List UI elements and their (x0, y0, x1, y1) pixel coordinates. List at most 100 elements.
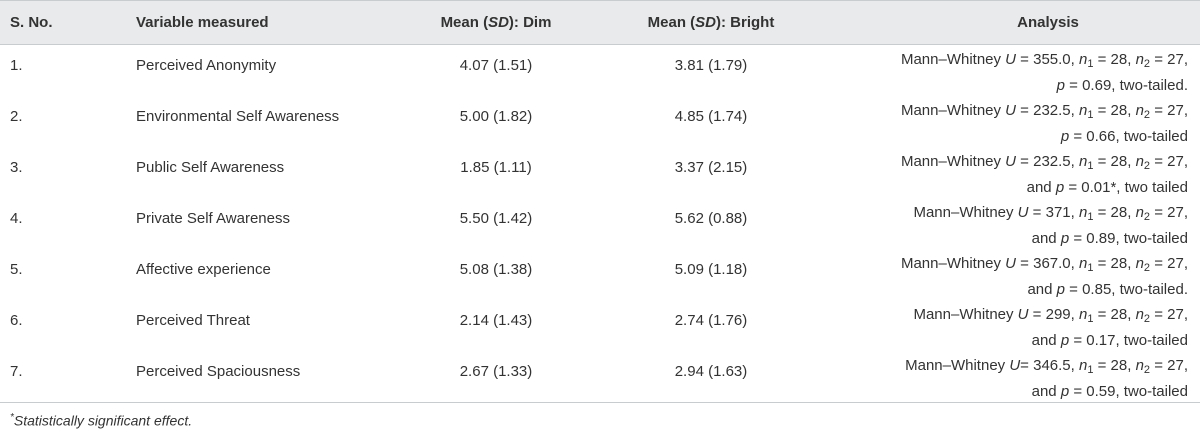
cell-mean-bright: 2.94 (1.63) (606, 351, 806, 403)
analysis-n1-sub: 1 (1087, 211, 1094, 223)
analysis-n1-value: = 28, (1093, 306, 1136, 323)
analysis-u-value: = 367.0, (1016, 255, 1079, 272)
analysis-n1-sub: 1 (1087, 160, 1094, 172)
analysis-n2-sub: 2 (1143, 313, 1151, 325)
analysis-n2-value: = 27, (1150, 357, 1188, 374)
header-mean-bright-suffix: ): Bright (716, 14, 775, 31)
analysis-line-2: and p = 0.85, two-tailed. (806, 279, 1188, 300)
cell-mean-bright: 2.74 (1.76) (674, 312, 748, 329)
cell-sno: 3. (10, 159, 23, 176)
analysis-p-value: = 0.59, two-tailed (1069, 383, 1188, 400)
analysis-test: Mann–Whitney (900, 51, 1006, 68)
table-row: 2. Environmental Self Awareness 5.00 (1.82… (0, 96, 1200, 147)
analysis-n1-value: = 28, (1093, 204, 1136, 221)
analysis-p-symbol: p (1055, 179, 1065, 196)
cell-mean-dim: 5.00 (1.82) (459, 108, 533, 125)
analysis-p-symbol: p (1060, 128, 1070, 145)
table-footnote: *Statistically significant effect. (0, 403, 1200, 429)
header-mean-dim: Mean (SD): Dim (366, 0, 606, 45)
analysis-p-value: = 0.69, two-tailed. (1065, 77, 1188, 94)
analysis-n1-symbol: n (1078, 51, 1088, 68)
table-header-row: S. No. Variable measured Mean (SD): Dim … (0, 0, 1200, 45)
analysis-n1-symbol: n (1078, 357, 1088, 374)
footnote-text: Statistically significant effect. (13, 412, 193, 429)
analysis-n1-value: = 28, (1093, 51, 1136, 68)
analysis-p-symbol: p (1060, 383, 1070, 400)
header-variable: Variable measured (126, 0, 366, 45)
analysis-n2-sub: 2 (1143, 262, 1151, 274)
analysis-n1-sub: 1 (1087, 313, 1094, 325)
analysis-n2-value: = 27, (1150, 153, 1188, 170)
analysis-line-2: and p = 0.01*, two tailed (806, 177, 1188, 198)
header-mean-dim-suffix: ): Dim (508, 14, 552, 31)
analysis-and: and (1031, 383, 1061, 400)
cell-mean-bright: 3.81 (1.79) (674, 57, 748, 74)
analysis-u-value: = 232.5, (1016, 102, 1079, 119)
analysis-line-1: Mann–Whitney U = 232.5, n1 = 28, n2 = 27… (806, 151, 1188, 177)
header-mean-bright: Mean (SD): Bright (606, 0, 806, 45)
cell-variable: Perceived Threat (136, 312, 250, 329)
analysis-n1-value: = 28, (1093, 357, 1136, 374)
cell-mean-dim: 1.85 (1.11) (460, 159, 532, 176)
cell-mean-dim: 4.07 (1.51) (459, 57, 533, 74)
analysis-u-symbol: U (1009, 357, 1021, 374)
cell-analysis: Mann–Whitney U = 232.5, n1 = 28, n2 = 27… (806, 147, 1200, 198)
analysis-u-value: = 371, (1028, 204, 1079, 221)
analysis-n2-sub: 2 (1143, 109, 1151, 121)
analysis-n2-value: = 27, (1150, 255, 1188, 272)
cell-sno: 1. (10, 57, 23, 74)
analysis-u-symbol: U (1005, 51, 1017, 68)
analysis-n2-sub: 2 (1143, 58, 1151, 70)
cell-mean-bright: 5.09 (1.18) (674, 261, 748, 278)
cell-variable: Affective experience (136, 261, 271, 278)
analysis-n1-sub: 1 (1087, 58, 1094, 70)
analysis-line-1: Mann–Whitney U = 371, n1 = 28, n2 = 27, (806, 202, 1188, 228)
analysis-n1-symbol: n (1078, 102, 1088, 119)
cell-analysis: Mann–Whitney U= 346.5, n1 = 28, n2 = 27,… (806, 351, 1200, 403)
analysis-u-symbol: U (1017, 306, 1029, 323)
analysis-n2-symbol: n (1135, 255, 1144, 272)
header-sno: S. No. (0, 0, 126, 45)
analysis-test: Mann–Whitney (900, 255, 1006, 272)
analysis-and: and (1031, 230, 1061, 247)
analysis-n2-sub: 2 (1143, 160, 1151, 172)
analysis-u-symbol: U (1005, 255, 1017, 272)
table-row: 5. Affective experience 5.08 (1.38) 5.09 (1… (0, 249, 1200, 300)
analysis-u-value: = 346.5, (1020, 357, 1079, 374)
analysis-n1-symbol: n (1078, 204, 1088, 221)
analysis-p-symbol: p (1056, 281, 1065, 298)
analysis-n1-value: = 28, (1093, 255, 1136, 272)
analysis-n2-symbol: n (1135, 204, 1144, 221)
analysis-and: and (1027, 281, 1057, 298)
cell-analysis: Mann–Whitney U = 232.5, n1 = 28, n2 = 27… (806, 96, 1200, 147)
cell-mean-dim: 2.67 (1.33) (366, 351, 606, 403)
cell-analysis: Mann–Whitney U = 299, n1 = 28, n2 = 27, a… (806, 300, 1200, 351)
analysis-n2-symbol: n (1135, 102, 1144, 119)
analysis-line-1: Mann–Whitney U = 232.5, n1 = 28, n2 = 27… (806, 100, 1188, 126)
cell-variable: Private Self Awareness (136, 210, 290, 227)
analysis-n2-sub: 2 (1143, 364, 1151, 376)
analysis-line-1: Mann–Whitney U = 355.0, n1 = 28, n2 = 27… (806, 49, 1188, 75)
analysis-n2-symbol: n (1135, 51, 1144, 68)
analysis-n1-symbol: n (1078, 255, 1088, 272)
analysis-p-symbol: p (1056, 77, 1065, 94)
analysis-test: Mann–Whitney (905, 357, 1010, 374)
cell-analysis: Mann–Whitney U = 355.0, n1 = 28, n2 = 27… (806, 45, 1200, 97)
cell-mean-bright: 3.37 (2.15) (674, 159, 748, 176)
analysis-n2-sub: 2 (1143, 211, 1151, 223)
table-row: 6. Perceived Threat 2.14 (1.43) 2.74 (1.76)… (0, 300, 1200, 351)
analysis-line-2: p = 0.66, two-tailed (806, 126, 1188, 147)
results-table: S. No. Variable measured Mean (SD): Dim … (0, 0, 1200, 403)
analysis-n1-sub: 1 (1087, 364, 1094, 376)
cell-mean-bright: 5.62 (0.88) (674, 210, 748, 227)
analysis-u-value: = 232.5, (1016, 153, 1079, 170)
cell-mean-bright: 4.85 (1.74) (674, 108, 748, 125)
analysis-test: Mann–Whitney (900, 102, 1006, 119)
analysis-p-value: = 0.01*, two tailed (1064, 179, 1188, 196)
analysis-u-value: = 299, (1028, 306, 1079, 323)
cell-variable: Environmental Self Awareness (136, 108, 340, 125)
analysis-and: and (1026, 179, 1056, 196)
cell-variable: Perceived Spaciousness (126, 351, 366, 403)
header-mean-bright-prefix: Mean ( (647, 14, 696, 31)
analysis-n1-value: = 28, (1093, 153, 1136, 170)
